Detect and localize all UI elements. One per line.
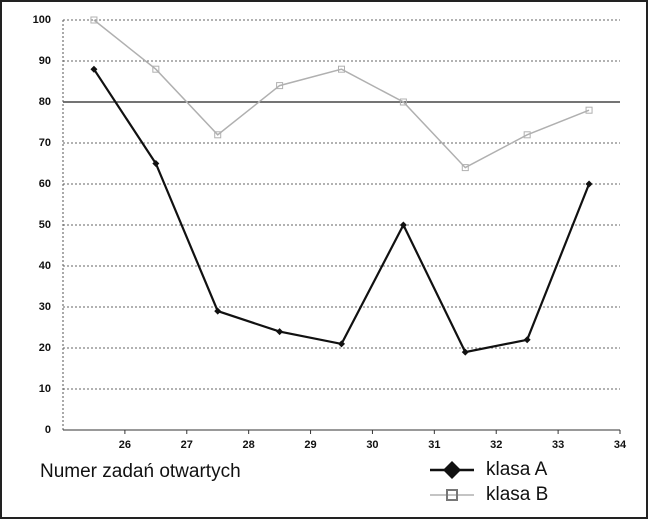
data-point: [90, 16, 98, 24]
data-point: [152, 65, 160, 73]
y-tick-label: 100: [33, 14, 51, 26]
data-point: [276, 82, 284, 90]
x-tick-label: 34: [614, 439, 627, 451]
data-point: [523, 131, 531, 139]
data-point: [461, 164, 469, 172]
y-tick-label: 30: [39, 301, 51, 313]
data-point: [399, 98, 407, 106]
legend-label: klasa A: [486, 459, 548, 480]
y-tick-label: 70: [39, 137, 51, 149]
x-tick-label: 30: [366, 439, 378, 451]
data-point: [399, 221, 407, 229]
legend-marker: [443, 461, 461, 479]
series-line: [93, 19, 590, 169]
y-tick-label: 20: [39, 342, 51, 354]
data-point: [585, 106, 593, 114]
y-tick-label: 50: [39, 219, 51, 231]
x-tick-label: 33: [552, 439, 564, 451]
y-tick-label: 0: [45, 424, 51, 436]
y-tick-label: 90: [39, 55, 51, 67]
x-tick-label: 29: [304, 439, 316, 451]
y-tick-label: 40: [39, 260, 51, 272]
data-point: [461, 348, 469, 356]
x-tick-label: 32: [490, 439, 502, 451]
data-point: [214, 131, 222, 139]
y-tick-label: 80: [39, 96, 51, 108]
x-tick-label: 27: [181, 439, 193, 451]
x-axis-label: Numer zadań otwartych: [40, 461, 241, 482]
legend-label: klasa B: [486, 484, 548, 505]
data-point: [152, 160, 160, 167]
data-point: [338, 340, 345, 348]
data-point: [90, 65, 98, 73]
data-point: [214, 307, 222, 315]
data-point: [338, 65, 345, 73]
x-tick-label: 28: [243, 439, 255, 451]
data-point: [523, 336, 531, 344]
x-tick-label: 31: [428, 439, 440, 451]
y-tick-label: 10: [39, 383, 51, 395]
legend-marker: [446, 489, 458, 501]
data-point: [276, 328, 284, 336]
data-point: [585, 180, 593, 188]
x-tick-label: 26: [119, 439, 131, 451]
y-tick-label: 60: [39, 178, 51, 190]
